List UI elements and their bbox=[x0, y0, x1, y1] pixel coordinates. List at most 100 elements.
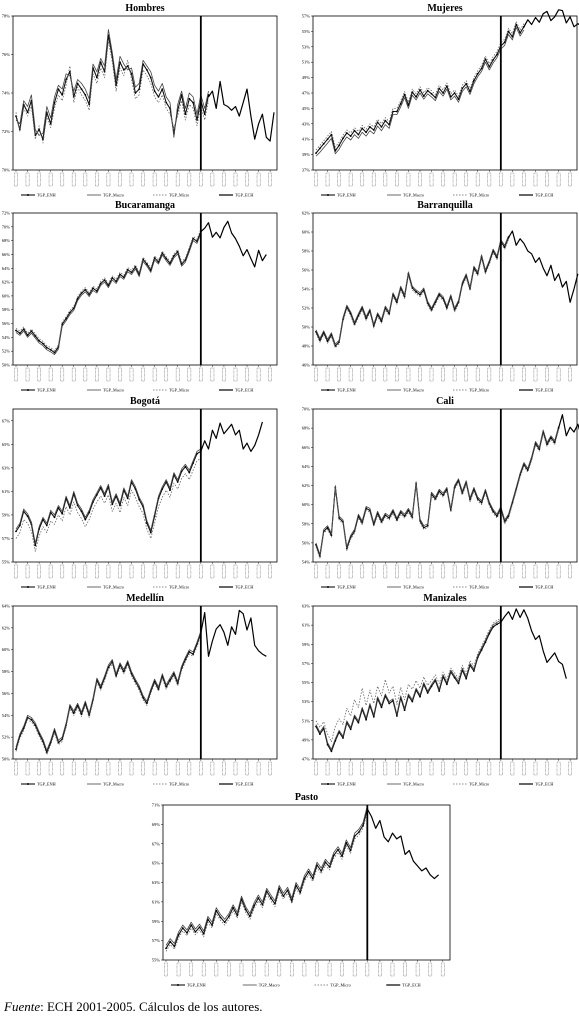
y-tick-label: 49% bbox=[302, 737, 311, 742]
x-tick-label bbox=[37, 367, 41, 382]
legend-label: TGP_ENH bbox=[37, 782, 56, 787]
point-tgp-enh bbox=[376, 121, 379, 124]
point-tgp-enh bbox=[488, 65, 491, 68]
point-tgp-enh bbox=[96, 76, 98, 79]
point-tgp-enh bbox=[111, 503, 114, 506]
chart-hombres: Hombres 70% 72% 74% 76% 78% TGP_ENH TGP_Macro TG… bbox=[2, 3, 278, 198]
x-tick-label bbox=[141, 564, 145, 579]
point-tgp-enh bbox=[419, 695, 421, 698]
y-tick-label: 69% bbox=[152, 822, 161, 827]
x-tick-label bbox=[545, 564, 549, 579]
x-tick-label bbox=[499, 172, 503, 187]
x-tick-label bbox=[325, 761, 330, 776]
y-tick-label: 65% bbox=[2, 442, 11, 447]
point-tgp-enh bbox=[446, 85, 448, 87]
x-tick-label bbox=[429, 367, 434, 382]
x-tick-label bbox=[475, 367, 480, 382]
x-tick-label bbox=[475, 761, 480, 776]
x-tick-label bbox=[441, 761, 445, 776]
point-tgp-enh bbox=[176, 481, 179, 483]
legend-label: TGP_ECH bbox=[235, 388, 253, 393]
legend-label: TGP_Macro bbox=[403, 388, 424, 393]
point-tgp-enh bbox=[480, 67, 483, 70]
x-tick-label bbox=[568, 367, 572, 382]
point-tgp-enh bbox=[446, 683, 448, 686]
y-tick-label: 76% bbox=[2, 52, 11, 57]
chart-barranquilla: Barranquilla 46% 48% 50% 52% 54% 56% 58% 60% 62% T… bbox=[302, 200, 579, 393]
x-tick-label bbox=[378, 962, 382, 977]
chart-title: Mujeres bbox=[427, 3, 462, 14]
point-tgp-enh bbox=[476, 72, 479, 75]
point-tgp-enh bbox=[119, 61, 121, 64]
y-tick-label: 54% bbox=[2, 335, 11, 340]
legend-label: TGP_Macro bbox=[259, 983, 280, 988]
y-tick-label: 54% bbox=[302, 560, 311, 565]
x-tick-label bbox=[325, 367, 330, 382]
legend-label: TGP_ECH bbox=[535, 193, 553, 198]
point-tgp-enh bbox=[438, 690, 441, 692]
x-tick-label bbox=[268, 367, 272, 382]
point-tgp-enh bbox=[282, 895, 285, 897]
x-tick-label bbox=[48, 172, 53, 187]
x-tick-label bbox=[395, 564, 399, 579]
series-tgp-micro bbox=[15, 40, 209, 144]
x-tick-label bbox=[510, 172, 515, 187]
point-tgp-enh bbox=[26, 515, 29, 517]
legend-marker bbox=[27, 389, 29, 391]
y-tick-label: 59% bbox=[302, 642, 311, 647]
x-tick-label bbox=[383, 367, 388, 382]
point-tgp-enh bbox=[324, 861, 327, 864]
x-tick-label bbox=[348, 564, 353, 579]
x-tick-label bbox=[325, 172, 330, 187]
y-tick-label: 68% bbox=[302, 426, 311, 431]
point-tgp-enh bbox=[53, 351, 56, 354]
x-tick-label bbox=[487, 172, 492, 187]
x-tick-label bbox=[510, 761, 515, 776]
y-tick-label: 58% bbox=[2, 307, 11, 312]
x-tick-label bbox=[441, 564, 445, 579]
legend-label: TGP_Micro bbox=[169, 193, 189, 198]
point-tgp-enh bbox=[223, 921, 226, 924]
x-tick-label bbox=[48, 367, 53, 382]
y-tick-label: 57% bbox=[302, 661, 311, 666]
point-tgp-enh bbox=[80, 510, 83, 513]
x-tick-label bbox=[152, 172, 157, 187]
point-tgp-enh bbox=[244, 908, 247, 911]
series-tgp-ech bbox=[500, 608, 567, 679]
x-tick-label bbox=[406, 761, 411, 776]
legend-label: TGP_Micro bbox=[469, 782, 489, 787]
y-tick-label: 60% bbox=[302, 230, 311, 235]
x-tick-label bbox=[14, 367, 18, 382]
x-tick-label bbox=[383, 761, 388, 776]
x-tick-label bbox=[337, 564, 341, 579]
y-tick-label: 78% bbox=[2, 14, 11, 19]
point-tgp-enh bbox=[169, 679, 171, 682]
point-tgp-enh bbox=[411, 91, 414, 94]
x-tick-label bbox=[372, 367, 376, 382]
x-tick-label bbox=[245, 564, 249, 579]
point-tgp-enh bbox=[45, 524, 48, 527]
point-tgp-enh bbox=[76, 297, 79, 300]
x-tick-label bbox=[418, 761, 422, 776]
x-tick-label bbox=[452, 564, 457, 579]
legend-label: TGP_Micro bbox=[169, 388, 189, 393]
legend-label: TGP_Macro bbox=[403, 585, 424, 590]
x-tick-label bbox=[83, 761, 88, 776]
point-tgp-enh bbox=[126, 65, 129, 67]
legend-label: TGP_ENH bbox=[337, 193, 356, 198]
series-tgp-enh bbox=[315, 427, 560, 557]
point-tgp-enh bbox=[146, 69, 148, 71]
legend-label: TGP_Micro bbox=[331, 983, 351, 988]
x-tick-label bbox=[118, 367, 122, 382]
x-tick-label bbox=[390, 962, 395, 977]
point-tgp-enh bbox=[92, 287, 94, 290]
x-tick-label bbox=[545, 761, 549, 776]
y-tick-label: 41% bbox=[302, 137, 311, 142]
point-tgp-enh bbox=[484, 58, 487, 60]
point-tgp-enh bbox=[119, 504, 121, 507]
point-tgp-enh bbox=[165, 101, 168, 104]
x-tick-label bbox=[187, 367, 192, 382]
x-tick-label bbox=[106, 367, 111, 382]
x-tick-label bbox=[199, 564, 203, 579]
series-tgp-ech bbox=[523, 9, 579, 28]
